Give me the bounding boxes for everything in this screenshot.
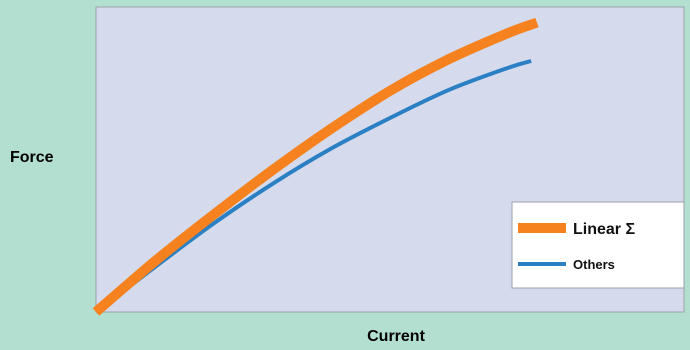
y-axis-label: Force — [10, 149, 54, 166]
series-line-others — [94, 59, 532, 314]
series-line-linear — [92, 17, 539, 316]
legend: Linear Σ Others — [511, 201, 685, 289]
legend-label-0: Linear Σ — [573, 221, 635, 238]
legend-items: Linear Σ Others — [518, 221, 635, 272]
x-axis-label: Current — [367, 328, 425, 345]
legend-box — [511, 201, 685, 289]
series-layer — [92, 17, 539, 316]
legend-label-1: Others — [573, 257, 615, 272]
